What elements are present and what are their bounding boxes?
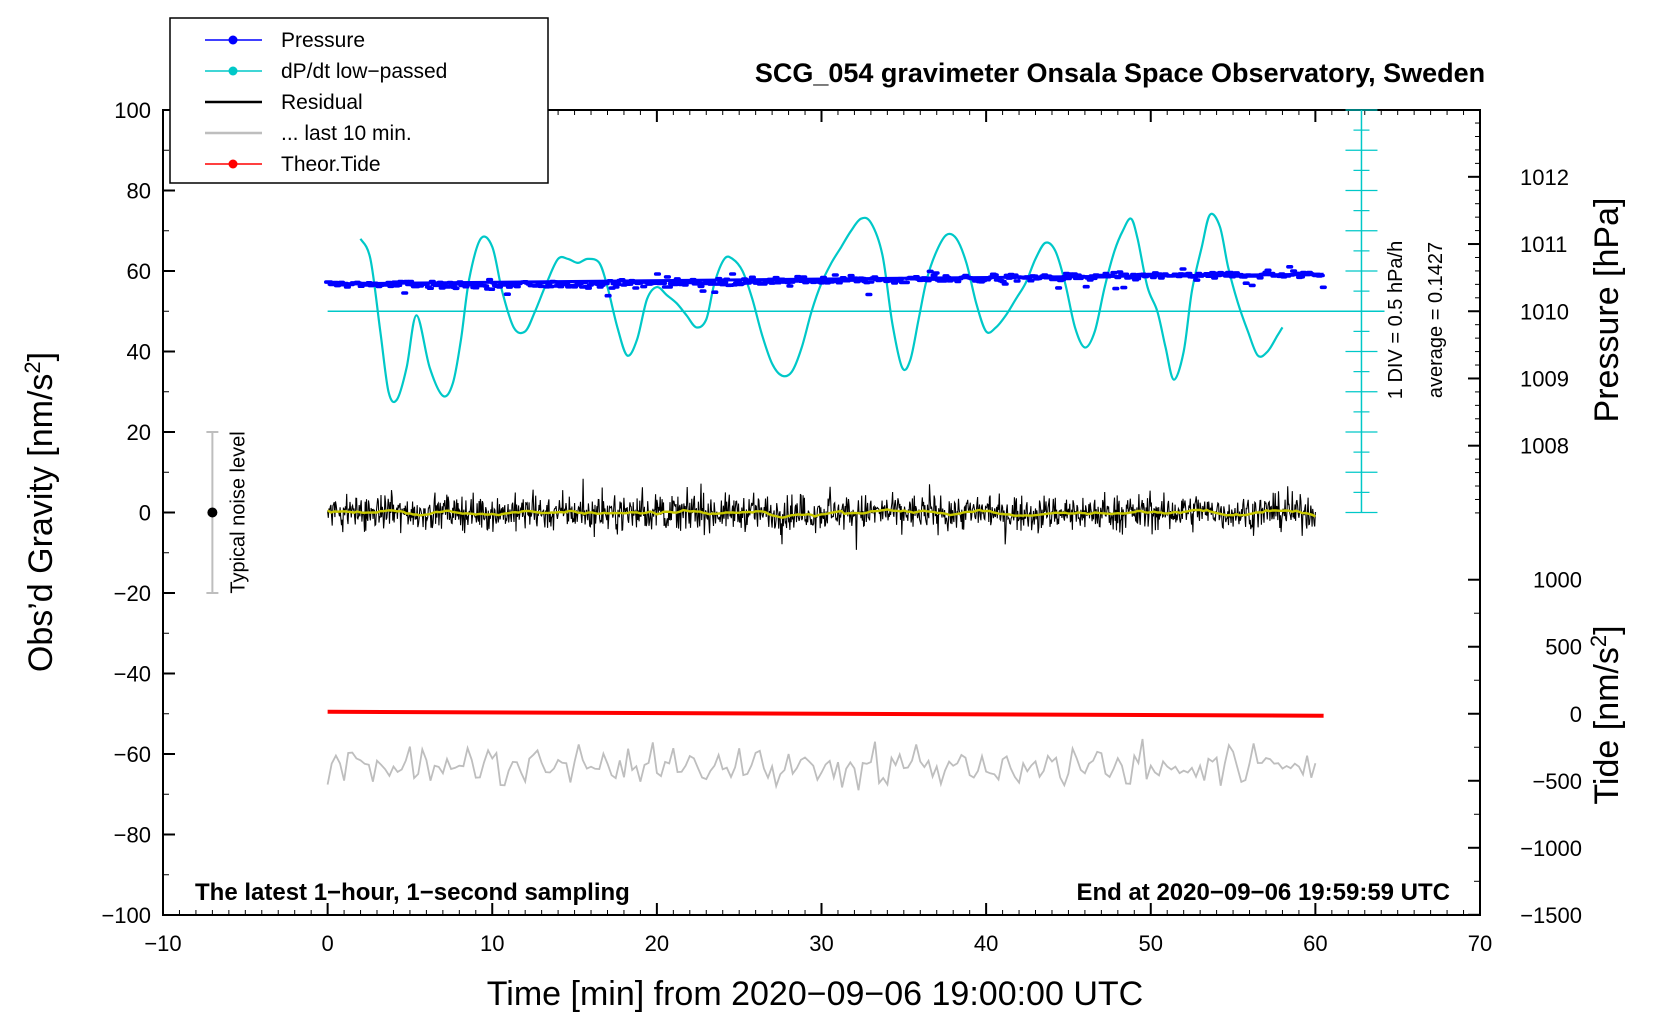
x-tick-label: 50: [1139, 931, 1163, 956]
pressure-tick-label: 1012: [1520, 165, 1569, 190]
tide-tick-label: 0: [1570, 702, 1582, 727]
x-tick-label: 40: [974, 931, 998, 956]
tide-tick-label: −1000: [1520, 836, 1582, 861]
chart-title: SCG_054 gravimeter Onsala Space Observat…: [755, 58, 1485, 88]
y-tick-label: −40: [114, 662, 151, 687]
y-tick-label: 80: [127, 179, 151, 204]
tide-tick-label: −1500: [1520, 903, 1582, 928]
x-tick-label: 20: [645, 931, 669, 956]
pressure-axis-title: Pressure [hPa]: [1588, 198, 1626, 423]
y-tick-label: −60: [114, 742, 151, 767]
pressure-tick-label: 1008: [1520, 434, 1569, 459]
tide-tick-label: 1000: [1533, 568, 1582, 593]
x-tick-label: 70: [1468, 931, 1492, 956]
legend-box: [169, 17, 549, 184]
tide-tick-label: 500: [1545, 635, 1582, 660]
legend: Pressure dP/dt low−passed Residual ... last…: [169, 17, 549, 184]
legend-label: Theor.Tide: [281, 153, 381, 176]
pressure-tick-label: 1010: [1520, 299, 1569, 324]
y-axis-title: Obs’d Gravity [nm/s2]: [20, 352, 60, 672]
tide-axis-title-end: ]: [1588, 625, 1626, 634]
dpdt-series: [327, 212, 1385, 404]
tide-line: [327, 709, 1324, 718]
tide-axis-title-main: Tide [nm/s: [1588, 647, 1626, 804]
last-10-min-series: [326, 738, 1317, 791]
pressure-line: [327, 272, 1324, 286]
legend-label: dP/dt low−passed: [281, 60, 447, 83]
legend-marker: [228, 66, 238, 76]
legend-label: ... last 10 min.: [281, 122, 412, 145]
legend-marker: [228, 159, 238, 169]
x-tick-label: 60: [1303, 931, 1327, 956]
y-tick-label: 0: [139, 501, 151, 526]
legend-marker: [228, 35, 238, 45]
residual-series: [326, 478, 1316, 550]
dpdt-line: [359, 212, 1284, 404]
y-axis-title-main: Obs’d Gravity [nm/s: [22, 374, 60, 673]
x-tick-label: −10: [144, 931, 181, 956]
y-tick-label: 40: [127, 340, 151, 365]
x-tick-label: 10: [480, 931, 504, 956]
y-tick-label: −20: [114, 581, 151, 606]
residual-smoothed-line: [326, 508, 1316, 519]
tide-axis-title: Tide [nm/s2]: [1586, 625, 1626, 804]
y-tick-label: 100: [114, 98, 151, 123]
y-tick-label: 60: [127, 259, 151, 284]
legend-label: Pressure: [281, 29, 365, 52]
axes-ticks: −10 0 10 20 30 40 50 60 70−100−80−60−40−20020406…: [101, 98, 1582, 956]
tide-axis-title-sup: 2: [1586, 635, 1611, 647]
noise-center-dot: [207, 507, 218, 518]
y-axis-title-end: ]: [22, 352, 60, 361]
bottom-right-note: End at 2020−09−06 19:59:59 UTC: [1076, 879, 1450, 906]
last-10-min-line: [326, 738, 1317, 791]
legend-label: Residual: [281, 91, 363, 114]
bottom-left-note: The latest 1−hour, 1−second sampling: [195, 879, 630, 906]
average-note: average = 0.1427: [1425, 242, 1447, 398]
residual-line: [327, 478, 1316, 550]
y-tick-label: −80: [114, 823, 151, 848]
y-axis-title-sup: 2: [20, 361, 45, 373]
x-axis-title: Time [min] from 2020−09−06 19:00:00 UTC: [487, 975, 1143, 1013]
pressure-tick-label: 1011: [1520, 232, 1567, 257]
scale-division-note: 1 DIV = 0.5 hPa/h: [1385, 241, 1407, 399]
tide-tick-label: −500: [1532, 769, 1582, 794]
y-tick-label: −100: [101, 903, 151, 928]
theor-tide-series: [327, 709, 1324, 718]
pressure-series: [324, 265, 1327, 298]
x-tick-label: 0: [322, 931, 334, 956]
noise-indicator-label: Typical noise level: [227, 431, 249, 593]
x-tick-label: 30: [809, 931, 833, 956]
noise-indicator: [206, 431, 219, 594]
y-tick-label: 20: [127, 420, 151, 445]
pressure-tick-label: 1009: [1520, 366, 1569, 391]
